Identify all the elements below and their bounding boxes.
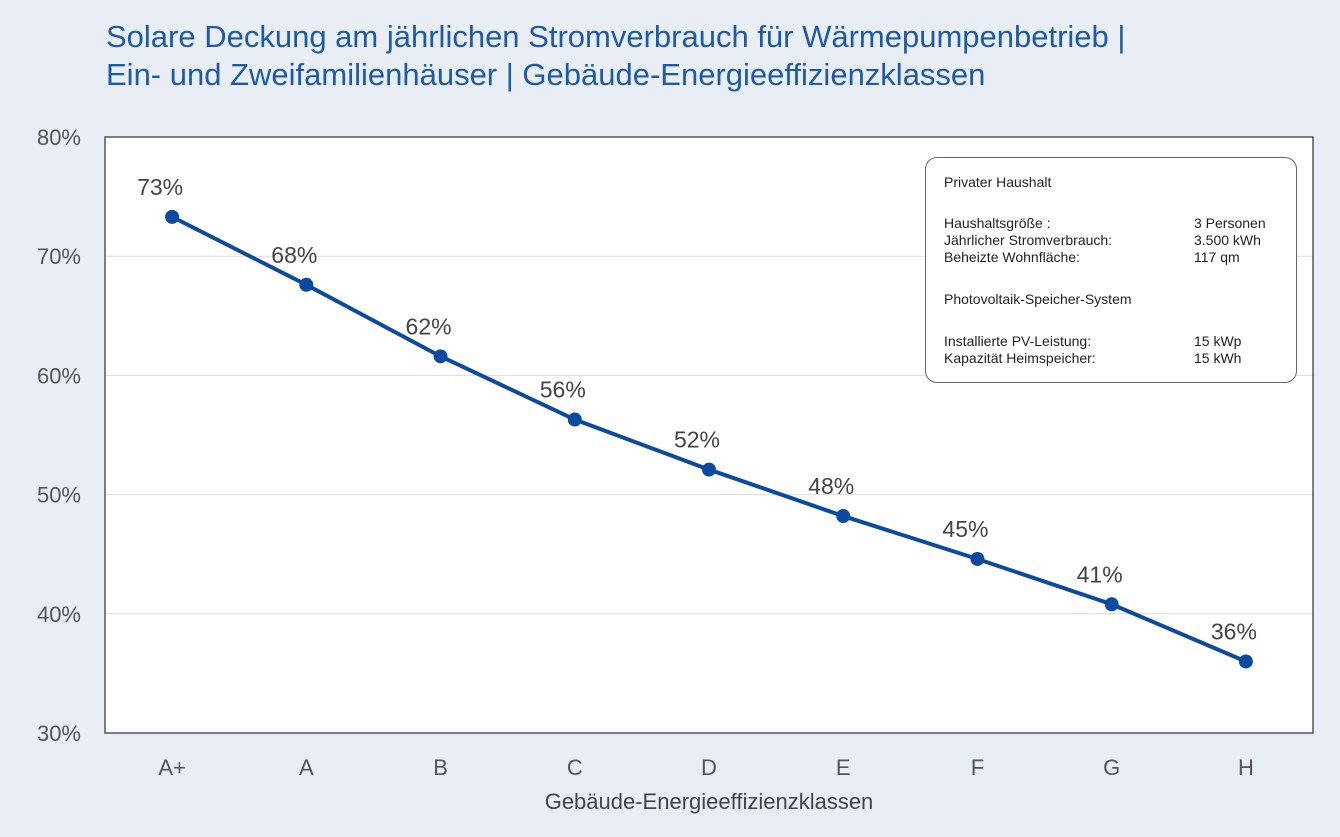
data-point xyxy=(299,277,314,292)
chart-title: Solare Deckung am jährlichen Stromverbra… xyxy=(106,18,1125,94)
data-label: 45% xyxy=(942,516,988,542)
data-point xyxy=(433,349,448,364)
info-row: Jährlicher Stromverbrauch: 3.500 kWh xyxy=(944,232,1261,248)
x-tick-label: D xyxy=(701,755,717,780)
data-point xyxy=(702,462,716,477)
title-line-1: Solare Deckung am jährlichen Stromverbra… xyxy=(106,19,1126,54)
data-point xyxy=(1104,597,1119,612)
plot-border xyxy=(104,136,1314,734)
data-point xyxy=(165,209,180,224)
x-tick-label: C xyxy=(567,755,583,780)
data-label: 36% xyxy=(1211,618,1257,644)
data-point xyxy=(970,551,985,566)
data-label: 41% xyxy=(1077,561,1123,587)
x-tick-label: H xyxy=(1238,755,1254,780)
info-heading-pv: Photovoltaik-Speicher-System xyxy=(944,291,1132,307)
x-tick-label: B xyxy=(433,755,448,780)
x-tick-label: A+ xyxy=(158,755,186,780)
data-point xyxy=(1238,654,1253,669)
data-point xyxy=(836,509,851,524)
info-heading-household: Privater Haushalt xyxy=(944,174,1052,190)
title-line-2: Ein- und Zweifamilienhäuser | Gebäude-En… xyxy=(106,57,986,92)
data-label: 73% xyxy=(137,174,183,200)
x-tick-label: A xyxy=(299,755,314,780)
x-tick-label: E xyxy=(836,755,851,780)
x-tick-label: G xyxy=(1103,755,1120,780)
info-row: Beheizte Wohnfläche: 117 qm xyxy=(944,249,1240,265)
y-tick-label: 30% xyxy=(37,721,81,746)
y-tick-label: 80% xyxy=(37,125,81,150)
y-tick-label: 70% xyxy=(37,244,81,269)
x-axis-label: Gebäude-Energieeffizienzklassen xyxy=(545,789,874,814)
data-label: 62% xyxy=(406,313,452,339)
info-row: Installierte PV-Leistung: 15 kWp xyxy=(944,333,1242,349)
data-label: 52% xyxy=(674,427,720,453)
x-tick-label: F xyxy=(971,755,984,780)
info-row: Kapazität Heimspeicher: 15 kWh xyxy=(944,350,1242,366)
data-point xyxy=(567,412,582,427)
data-label: 68% xyxy=(271,242,317,268)
info-box: Privater Haushalt Haushaltsgröße :3 Pers… xyxy=(925,157,1297,383)
y-tick-label: 60% xyxy=(37,363,81,388)
y-tick-label: 40% xyxy=(37,602,81,627)
info-row: Haushaltsgröße :3 Personen xyxy=(944,215,1266,231)
data-label: 56% xyxy=(540,377,586,403)
data-label: 48% xyxy=(808,473,854,499)
y-tick-label: 50% xyxy=(37,483,81,508)
